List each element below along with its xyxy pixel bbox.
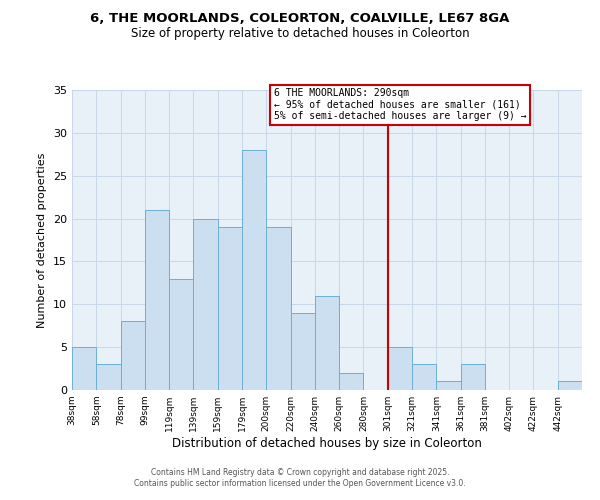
Bar bbox=[388, 347, 412, 390]
Text: 6, THE MOORLANDS, COLEORTON, COALVILLE, LE67 8GA: 6, THE MOORLANDS, COLEORTON, COALVILLE, … bbox=[91, 12, 509, 26]
Bar bbox=[121, 322, 145, 390]
Bar bbox=[72, 347, 96, 390]
Bar bbox=[436, 382, 461, 390]
Bar bbox=[242, 150, 266, 390]
X-axis label: Distribution of detached houses by size in Coleorton: Distribution of detached houses by size … bbox=[172, 437, 482, 450]
Bar bbox=[339, 373, 364, 390]
Y-axis label: Number of detached properties: Number of detached properties bbox=[37, 152, 47, 328]
Bar bbox=[145, 210, 169, 390]
Bar bbox=[169, 278, 193, 390]
Bar bbox=[412, 364, 436, 390]
Bar bbox=[96, 364, 121, 390]
Text: Contains HM Land Registry data © Crown copyright and database right 2025.
Contai: Contains HM Land Registry data © Crown c… bbox=[134, 468, 466, 487]
Bar bbox=[218, 227, 242, 390]
Bar bbox=[461, 364, 485, 390]
Bar bbox=[558, 382, 582, 390]
Bar bbox=[315, 296, 339, 390]
Text: 6 THE MOORLANDS: 290sqm
← 95% of detached houses are smaller (161)
5% of semi-de: 6 THE MOORLANDS: 290sqm ← 95% of detache… bbox=[274, 88, 526, 122]
Bar bbox=[193, 218, 218, 390]
Text: Size of property relative to detached houses in Coleorton: Size of property relative to detached ho… bbox=[131, 28, 469, 40]
Bar bbox=[290, 313, 315, 390]
Bar bbox=[266, 227, 290, 390]
